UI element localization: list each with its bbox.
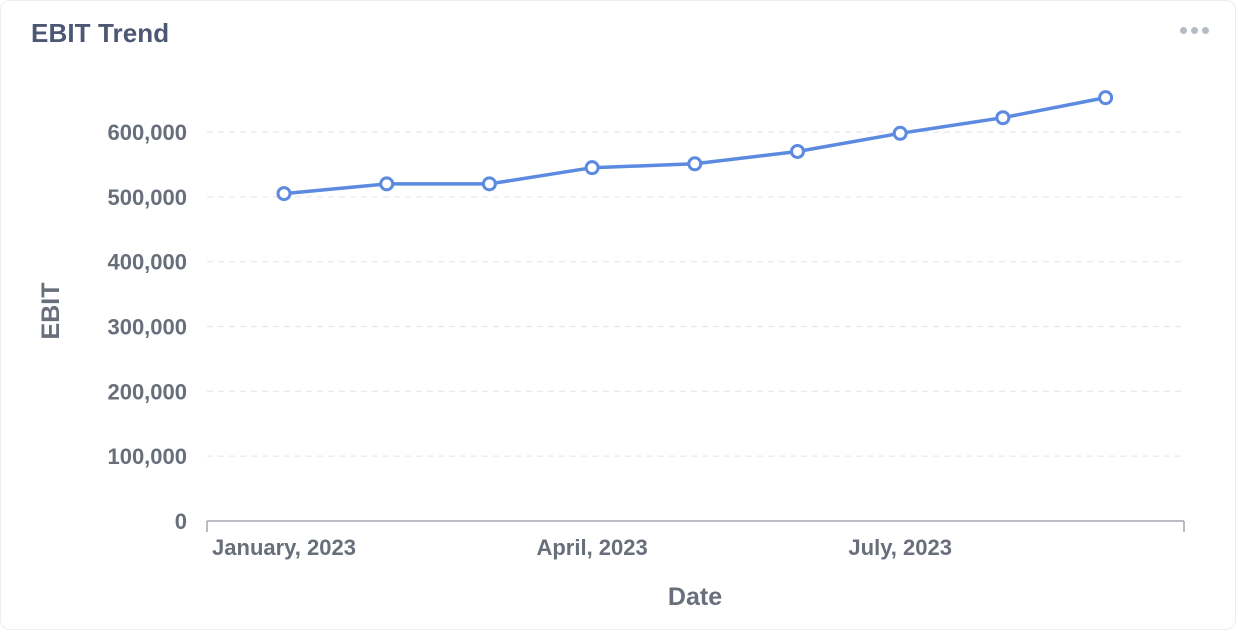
series-line bbox=[282, 95, 1108, 196]
data-point[interactable] bbox=[1098, 90, 1114, 106]
x-axis-title: Date bbox=[668, 583, 722, 611]
data-point[interactable] bbox=[892, 125, 908, 141]
more-horizontal-icon bbox=[1179, 26, 1187, 34]
data-point[interactable] bbox=[995, 110, 1011, 126]
x-tick-label: July, 2023 bbox=[848, 535, 952, 560]
y-tick-label: 300,000 bbox=[107, 315, 187, 340]
grid-lines bbox=[207, 131, 1184, 457]
y-tick-label: 500,000 bbox=[107, 185, 187, 210]
y-tick-label: 0 bbox=[175, 509, 187, 534]
y-tick-label: 200,000 bbox=[107, 379, 187, 404]
data-point[interactable] bbox=[687, 156, 703, 172]
data-point[interactable] bbox=[790, 143, 805, 159]
y-axis-ticks: 0 100,000 200,000 300,000 400,000 500,000 600,… bbox=[107, 120, 187, 534]
card-title: EBIT Trend bbox=[31, 18, 170, 48]
y-tick-label: 600,000 bbox=[107, 120, 187, 145]
y-tick-label: 100,000 bbox=[107, 444, 187, 469]
more-horizontal-icon-dot bbox=[1201, 26, 1209, 34]
x-tick-label: January, 2023 bbox=[212, 535, 356, 560]
series bbox=[276, 90, 1114, 202]
more-options-button[interactable] bbox=[1169, 15, 1219, 45]
x-axis-ticks: January, 2023 April, 2023 July, 2023 bbox=[212, 535, 952, 560]
more-horizontal-icon-dot bbox=[1190, 26, 1198, 34]
x-tick-label: April, 2023 bbox=[536, 535, 647, 560]
y-axis-title: EBIT bbox=[37, 283, 65, 340]
y-tick-label: 400,000 bbox=[107, 250, 187, 275]
data-point[interactable] bbox=[481, 176, 497, 192]
data-point[interactable] bbox=[276, 186, 292, 202]
data-point[interactable] bbox=[379, 176, 395, 192]
data-point[interactable] bbox=[584, 160, 600, 176]
x-axis bbox=[206, 520, 1185, 532]
